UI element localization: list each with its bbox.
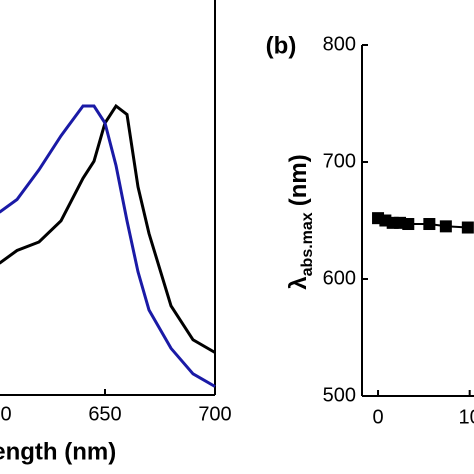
y-tick-label: 700 (323, 150, 356, 172)
point (402, 218, 415, 231)
x-tick-label: 700 (198, 403, 231, 425)
x-tick-label: 0 (372, 406, 383, 428)
y-label-unit: (nm) (285, 154, 312, 206)
y-label-main: λ (285, 276, 312, 289)
y-axis-label: λabs.max (nm) (285, 154, 316, 289)
line-series (0, 104, 216, 388)
point (461, 221, 474, 234)
y-label-sub: abs.max (299, 212, 316, 276)
point (423, 218, 436, 231)
x-tick-label: 10 (459, 406, 474, 428)
point (439, 220, 452, 233)
x-tick-label: 650 (88, 403, 121, 425)
y-tick-label: 600 (323, 267, 356, 289)
y-tick-label: 800 (323, 33, 356, 55)
panel-label: (b) (266, 32, 297, 59)
y-tick-label: 500 (323, 384, 356, 406)
x-axis-label: Wavelength (nm) (0, 438, 116, 465)
x-tick-label: 600 (0, 403, 12, 425)
line-series (0, 103, 216, 354)
